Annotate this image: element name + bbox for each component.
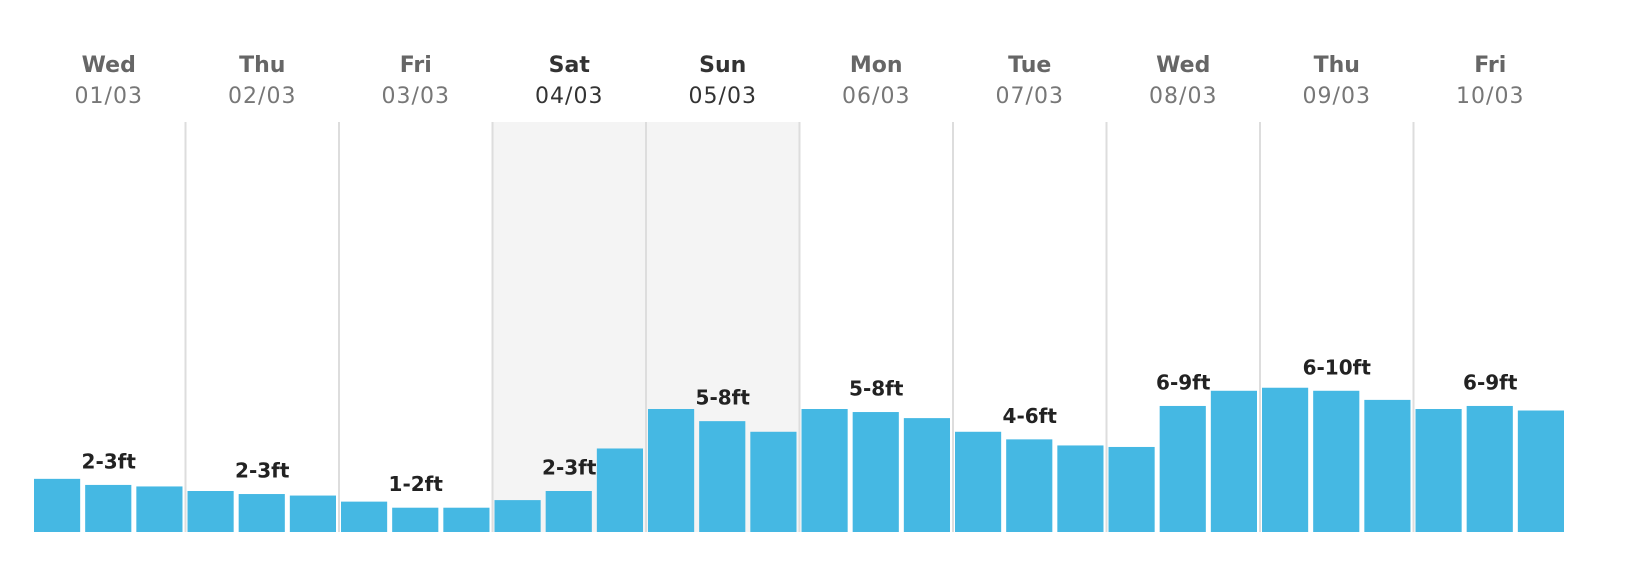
bar: [1262, 387, 1309, 532]
wave-label: 5-8ft: [849, 377, 904, 401]
bar: [1517, 410, 1564, 532]
bar: [903, 418, 950, 532]
weekday: Wed: [82, 53, 136, 78]
date: 05/03: [689, 84, 757, 109]
date: 04/03: [535, 84, 603, 109]
bar: [187, 491, 234, 532]
weekday: Tue: [1008, 53, 1051, 78]
bar: [443, 507, 490, 532]
wave-label: 4-6ft: [1003, 404, 1058, 428]
bar: [1108, 446, 1155, 532]
bar: [1159, 405, 1206, 532]
bar: [955, 431, 1002, 532]
date: 10/03: [1456, 84, 1524, 109]
bar: [494, 500, 541, 532]
weekday: Sun: [699, 53, 746, 78]
bar: [85, 484, 132, 532]
date: 01/03: [75, 84, 143, 109]
date: 08/03: [1149, 84, 1217, 109]
date: 09/03: [1303, 84, 1371, 109]
date: 06/03: [842, 84, 910, 109]
weekday: Wed: [1156, 53, 1210, 78]
bar: [1364, 399, 1411, 532]
weekday: Sat: [549, 53, 591, 78]
bar: [238, 494, 285, 532]
bar: [596, 448, 643, 532]
date: 07/03: [996, 84, 1064, 109]
weekday: Thu: [239, 53, 285, 78]
bar: [1057, 445, 1104, 532]
wave-label: 2-3ft: [235, 459, 290, 483]
bar: [392, 507, 439, 532]
bar: [136, 486, 183, 532]
bar: [289, 495, 336, 532]
weekday: Fri: [400, 53, 432, 78]
wave-label: 2-3ft: [542, 456, 597, 480]
weekday: Thu: [1314, 53, 1360, 78]
bar: [1313, 390, 1360, 532]
bar: [34, 478, 81, 532]
bar: [852, 412, 899, 532]
wave-label: 6-9ft: [1156, 370, 1211, 394]
bar: [648, 409, 695, 532]
bar: [801, 409, 848, 532]
date: 03/03: [382, 84, 450, 109]
bar: [341, 501, 388, 532]
bar: [1466, 405, 1513, 532]
wave-label: 1-2ft: [389, 472, 444, 496]
bar: [750, 431, 797, 532]
wave-label: 2-3ft: [82, 449, 137, 473]
date: 02/03: [228, 84, 296, 109]
bar: [545, 491, 592, 532]
bar: [1006, 439, 1053, 532]
wave-label: 5-8ft: [696, 386, 751, 410]
weekday: Mon: [850, 53, 903, 78]
wave-label: 6-10ft: [1303, 355, 1372, 379]
bar: [699, 421, 746, 532]
bar: [1415, 409, 1462, 532]
wave-label: 6-9ft: [1463, 370, 1518, 394]
weekday: Fri: [1474, 53, 1506, 78]
bar: [1210, 390, 1257, 532]
